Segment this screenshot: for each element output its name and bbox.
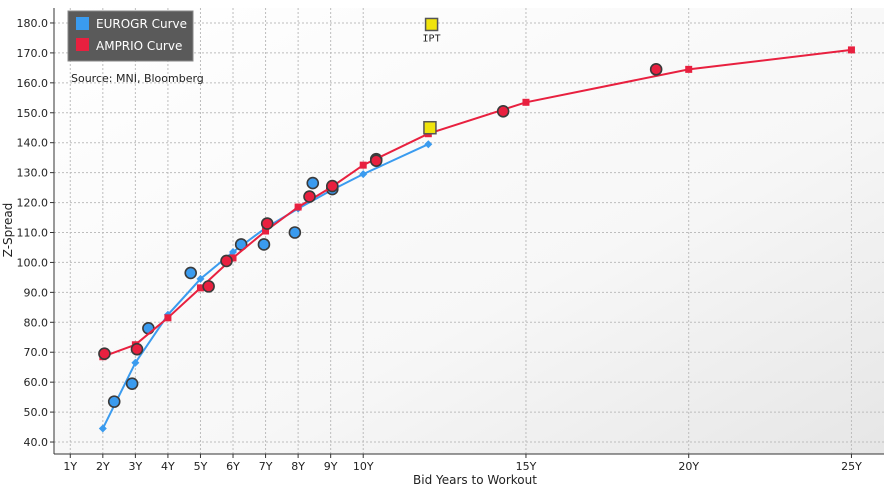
legend-swatch-eurogr: [76, 17, 89, 30]
curve-point-eurogr[interactable]: [98, 424, 107, 433]
y-tick-label: 120.0: [17, 197, 49, 210]
bond-point-eurogr[interactable]: [257, 238, 271, 251]
x-tick-label: 8Y: [291, 460, 305, 473]
curve-line-eurogr: [101, 143, 429, 430]
x-tick-label: 1Y: [63, 460, 77, 473]
y-tick-label: 100.0: [17, 256, 49, 269]
curve-point-amprio[interactable]: [229, 254, 237, 262]
x-tick-label: 9Y: [324, 460, 338, 473]
curve-point-eurogr[interactable]: [229, 247, 238, 256]
y-tick-label: 180.0: [17, 17, 49, 30]
x-tick-label: 4Y: [161, 460, 175, 473]
bond-point-amprio[interactable]: [496, 104, 510, 118]
ipt-marker[interactable]: [424, 17, 439, 32]
x-tick-label: 7Y: [259, 460, 273, 473]
curve-point-eurogr[interactable]: [131, 358, 140, 367]
bond-point-amprio[interactable]: [649, 63, 663, 76]
curve-point-amprio[interactable]: [196, 284, 204, 292]
curve-point-eurogr[interactable]: [424, 140, 433, 149]
x-tick-label: 6Y: [226, 460, 240, 473]
y-tick-label: 50.0: [24, 406, 49, 419]
x-tick-label: 20Y: [678, 460, 699, 473]
plot-background: [54, 8, 884, 454]
curve-point-amprio[interactable]: [164, 314, 172, 322]
legend[interactable]: EUROGR Curve AMPRIO Curve: [67, 10, 194, 62]
x-tick-label: 2Y: [96, 460, 110, 473]
y-tick-label: 110.0: [17, 226, 49, 239]
annotations: IPT: [423, 17, 441, 135]
legend-swatch-amprio: [76, 38, 89, 51]
curve-point-amprio[interactable]: [294, 203, 302, 211]
bond-point-eurogr[interactable]: [288, 226, 302, 239]
bond-point-eurogr[interactable]: [184, 266, 198, 280]
y-tick-label: 140.0: [17, 137, 49, 150]
ipt-label: IPT: [423, 33, 441, 44]
bond-point-eurogr[interactable]: [107, 395, 121, 408]
x-tick-label: 5Y: [194, 460, 208, 473]
curve-point-amprio[interactable]: [685, 65, 693, 73]
y-tick-label: 40.0: [24, 436, 49, 449]
x-tick-label: 25Y: [841, 460, 862, 473]
y-tick-label: 90.0: [24, 286, 49, 299]
bond-point-amprio[interactable]: [130, 342, 144, 356]
y-tick-label: 170.0: [17, 47, 49, 60]
y-tick-label: 160.0: [17, 77, 49, 90]
y-tick-label: 130.0: [17, 167, 49, 180]
y-tick-label: 80.0: [24, 316, 49, 329]
bond-point-eurogr[interactable]: [306, 176, 320, 190]
legend-label-eurogr: EUROGR Curve: [96, 17, 187, 31]
bond-point-amprio[interactable]: [202, 280, 215, 293]
bond-point-amprio[interactable]: [98, 347, 111, 361]
curve-point-amprio[interactable]: [359, 161, 367, 169]
curve-point-amprio[interactable]: [262, 227, 270, 235]
x-tick-label: 10Y: [353, 460, 374, 473]
bond-point-amprio[interactable]: [325, 179, 339, 193]
curve-point-amprio[interactable]: [522, 98, 530, 106]
legend-label-amprio: AMPRIO Curve: [96, 39, 182, 53]
x-axis-title: Bid Years to Workout: [413, 473, 537, 486]
x-tick-label: 3Y: [129, 460, 143, 473]
y-tick-label: 60.0: [24, 376, 49, 389]
curve-point-amprio[interactable]: [847, 46, 855, 54]
bond-point-eurogr[interactable]: [142, 321, 155, 335]
y-tick-label: 150.0: [17, 107, 49, 120]
bond-point-eurogr[interactable]: [125, 377, 139, 390]
y-tick-label: 70.0: [24, 346, 49, 359]
curve-point-eurogr[interactable]: [196, 274, 205, 283]
bond-point-amprio[interactable]: [369, 154, 383, 167]
y-axis-title: Z-Spread: [1, 203, 15, 258]
ipt-marker[interactable]: [423, 120, 437, 135]
bond-point-amprio[interactable]: [260, 217, 274, 230]
source-note: Source: MNI, Bloomberg: [71, 72, 204, 85]
tick-labels: 40.0 50.0 60.0 70.0 80.0 90.0 100.0 110.0 120.0 1…: [17, 17, 863, 473]
bond-point-amprio[interactable]: [220, 254, 233, 268]
x-tick-label: 15Y: [516, 460, 537, 473]
bond-point-amprio[interactable]: [303, 190, 316, 203]
curve-point-eurogr[interactable]: [359, 170, 368, 179]
